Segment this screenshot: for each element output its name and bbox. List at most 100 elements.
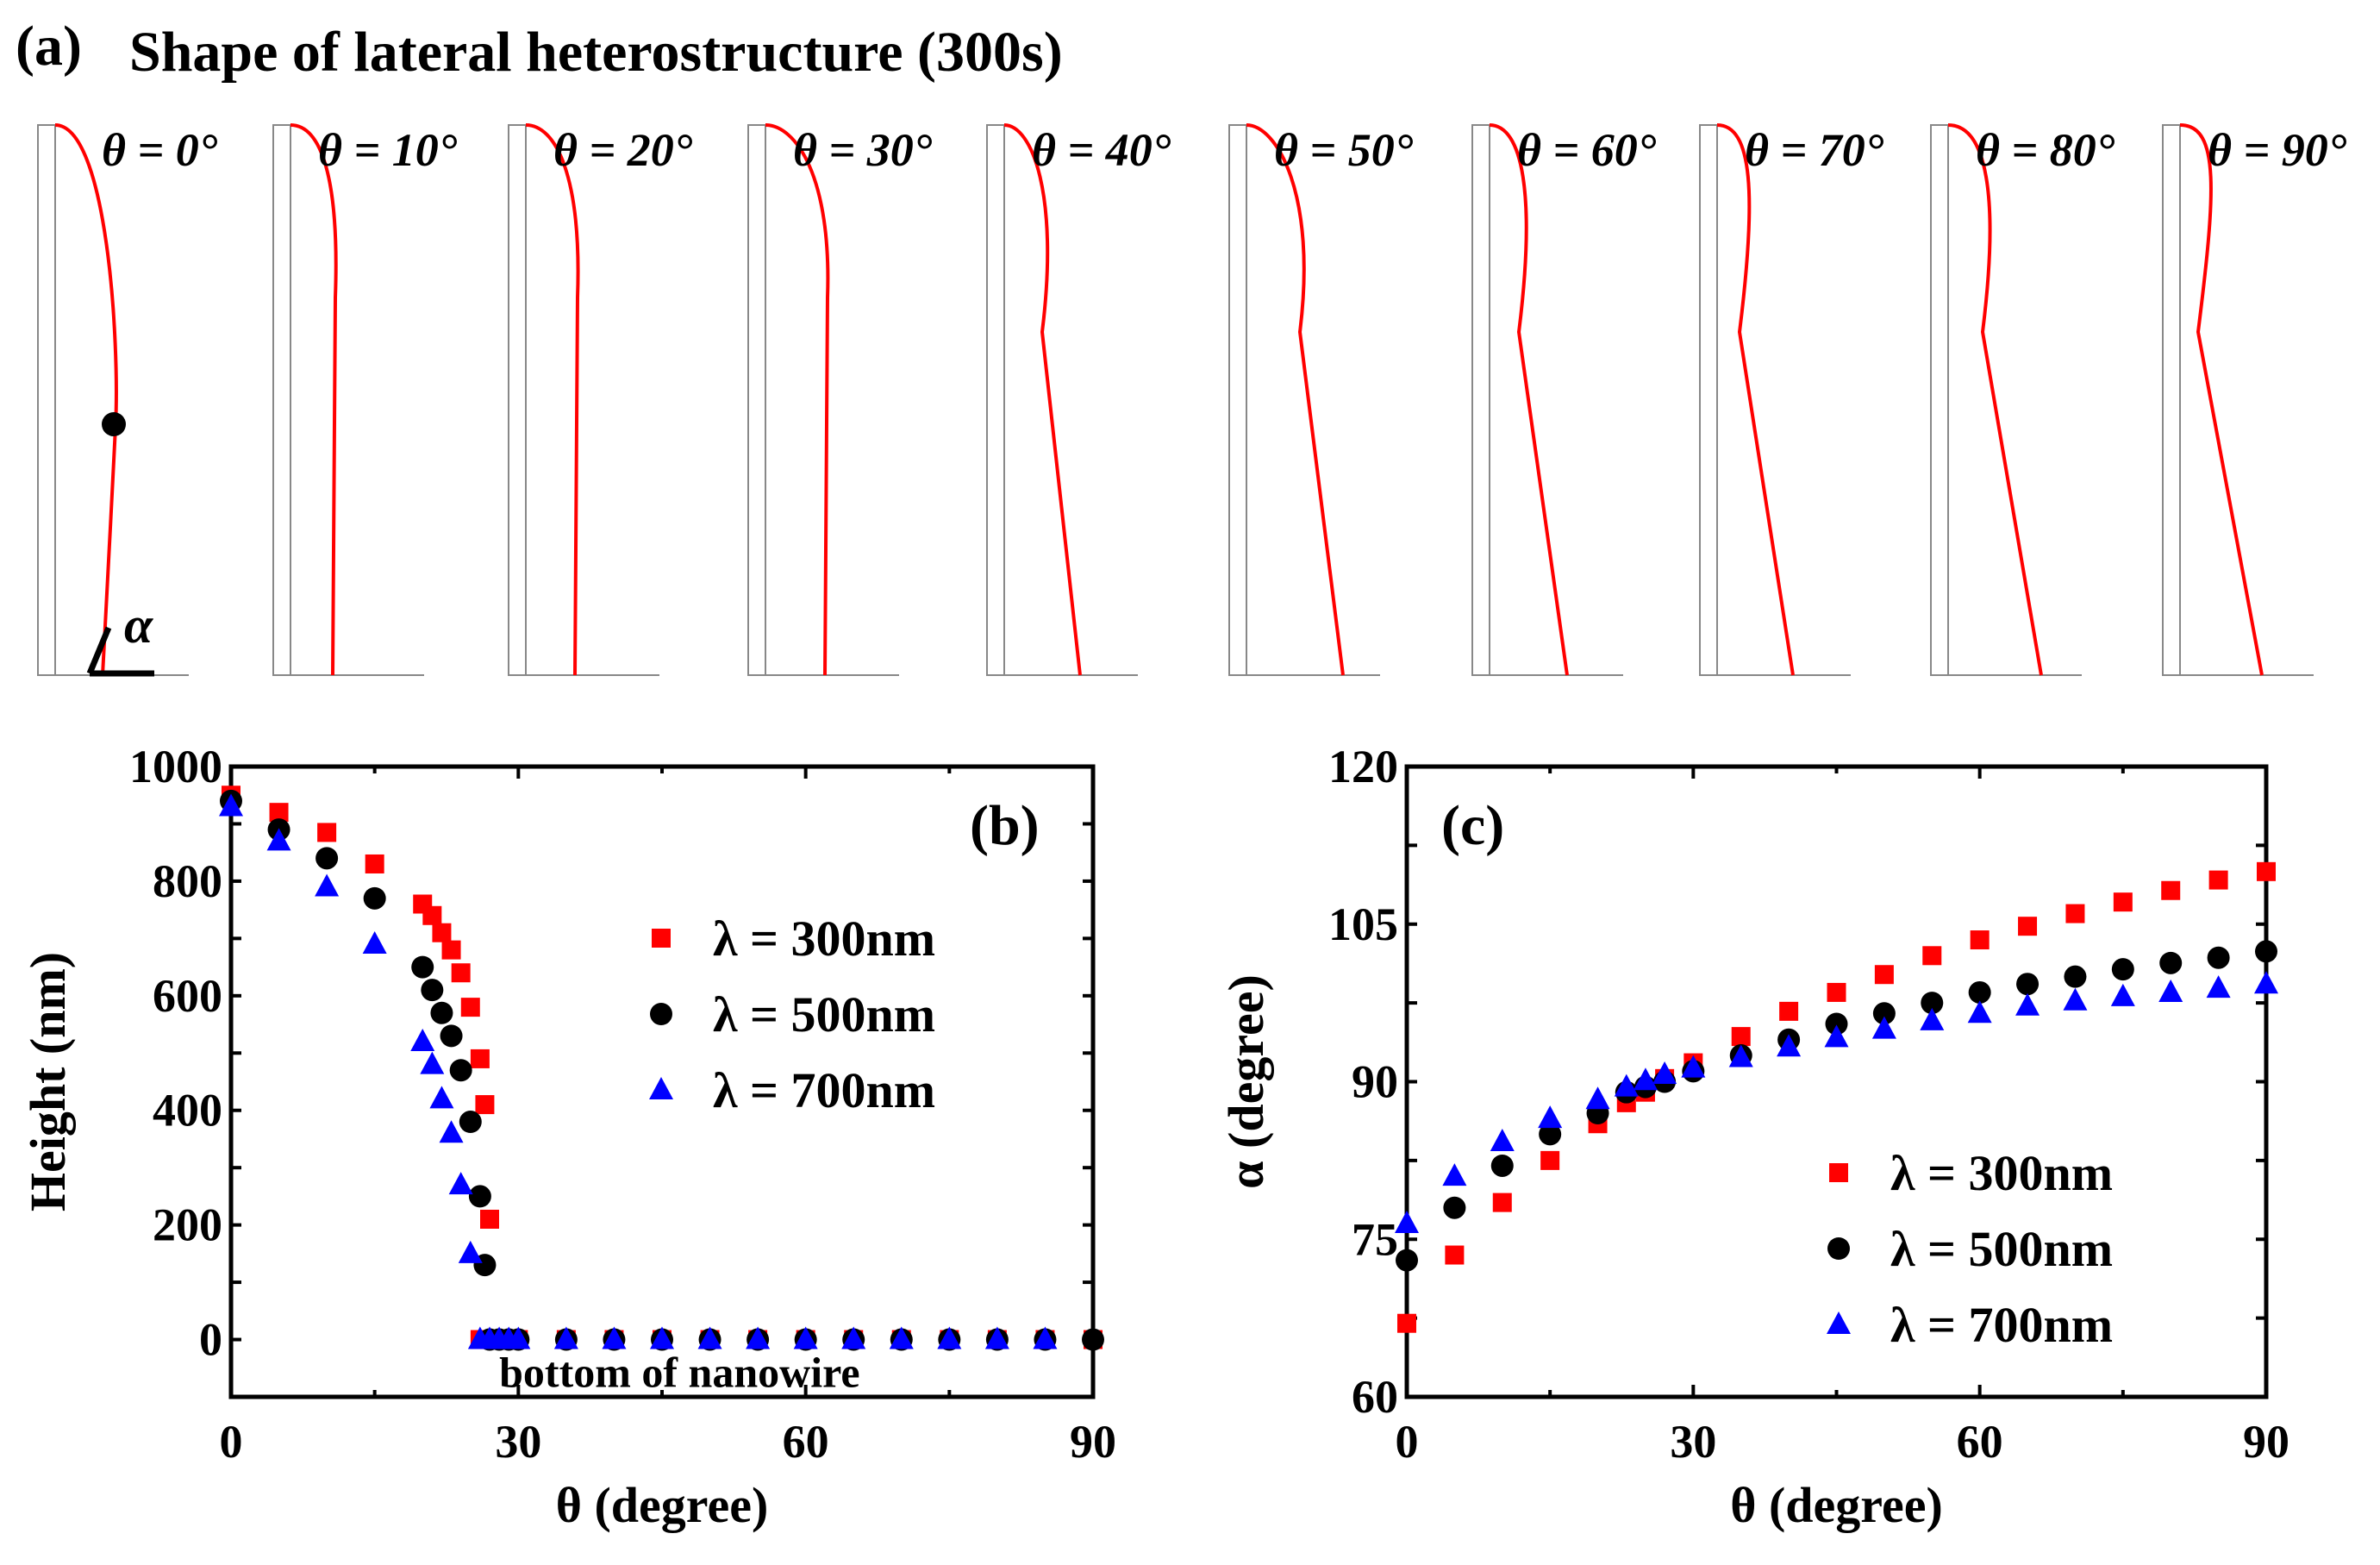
data-point-square [1397, 1313, 1416, 1333]
shape-panel-30: θ = 30° [747, 123, 933, 676]
data-point-circle [459, 1111, 482, 1134]
alpha-angle-icon [86, 626, 154, 677]
data-point-square [1731, 1027, 1751, 1047]
data-point-square [1970, 930, 1990, 950]
data-point-circle [1539, 1123, 1562, 1146]
nanowire-core [1228, 124, 1247, 676]
data-point-triangle [1681, 1055, 1706, 1078]
data-point-triangle [1827, 1311, 1851, 1334]
angle-label: θ = 0° [102, 124, 218, 176]
shape-panel-40: θ = 40° [986, 123, 1171, 676]
data-point-triangle [1652, 1061, 1677, 1084]
data-point-triangle [1033, 1326, 1058, 1349]
shape-panel-80: θ = 80° [1930, 123, 2115, 676]
y-tick-label: 120 [1328, 741, 1398, 792]
data-point-square [1922, 946, 1942, 966]
angle-label: θ = 10° [318, 124, 458, 176]
data-point-triangle [1395, 1210, 1419, 1233]
data-point-triangle [1585, 1086, 1610, 1110]
legend-label: λ = 300nm [1890, 1145, 2113, 1201]
data-point-triangle [448, 1172, 473, 1195]
data-point-square [441, 940, 461, 960]
shape-panel-20: θ = 20° [508, 123, 693, 676]
data-point-triangle [1633, 1067, 1658, 1091]
data-point-square [422, 905, 442, 925]
x-tick-label: 60 [783, 1416, 829, 1468]
y-axis-label: Height (nm) [20, 952, 76, 1211]
data-point-circle [2255, 940, 2277, 963]
data-point-square [1827, 982, 1846, 1002]
data-point-square [2257, 861, 2276, 881]
data-point-square [2113, 892, 2133, 912]
angle-label: θ = 40° [1032, 124, 1171, 176]
shape-panel-0: θ = 0° α [37, 123, 218, 677]
data-point-square [652, 929, 671, 948]
series-700nm [219, 793, 1058, 1349]
data-point-circle [1872, 1002, 1896, 1025]
x-tick-label: 30 [495, 1416, 541, 1468]
data-point-triangle [219, 793, 243, 817]
data-point-triangle [697, 1326, 722, 1349]
angle-label: θ = 30° [793, 124, 933, 176]
data-point-circle [650, 1003, 672, 1025]
shape-panels: θ = 0° α θ = 10° θ = 20° θ = 30° θ = 40° θ = 5… [37, 123, 2347, 677]
y-tick-label: 400 [153, 1085, 222, 1136]
data-point-triangle [458, 1240, 483, 1263]
data-point-circle [315, 847, 339, 870]
shell-profile-curve [1716, 123, 1795, 676]
shell-profile-curve [1246, 123, 1345, 676]
chart-alpha: 0 30 60 90 60 75 90 105 120 θ (degree) α (degree) (… [1218, 741, 2289, 1533]
panel-a-label: (a) [16, 15, 82, 78]
data-point-circle [449, 1059, 472, 1082]
y-tick-label: 90 [1352, 1056, 1398, 1108]
shape-panel-90: θ = 90° [2162, 123, 2347, 676]
data-point-circle [440, 1024, 463, 1048]
y-tick-label: 200 [153, 1199, 222, 1251]
shell-profile-curve [765, 123, 830, 676]
data-point-circle [411, 955, 434, 979]
nanowire-core [37, 124, 56, 676]
data-point-triangle [1614, 1074, 1639, 1097]
data-point-triangle [1538, 1105, 1563, 1129]
data-point-circle [2207, 946, 2230, 969]
nanowire-core [508, 124, 527, 676]
plot-frame [1404, 764, 2269, 1399]
y-tick-label: 75 [1352, 1213, 1398, 1265]
data-point-square [432, 923, 452, 942]
series-700nm [1395, 971, 2278, 1233]
series-300nm [222, 786, 1103, 1349]
data-point-square [2065, 904, 2085, 923]
data-point-triangle [1728, 1044, 1753, 1067]
shell-profile-curve [525, 123, 580, 676]
legend-label: λ = 700nm [713, 1062, 935, 1118]
data-point-circle [1827, 1237, 1850, 1260]
data-point-square [1779, 1001, 1799, 1021]
legend-label: λ = 300nm [713, 911, 935, 967]
data-point-triangle [1967, 1000, 1992, 1024]
data-point-triangle [602, 1326, 627, 1349]
x-axis-label: θ (degree) [556, 1477, 769, 1533]
data-point-triangle [746, 1326, 771, 1349]
data-point-triangle [937, 1326, 962, 1349]
angle-label: θ = 50° [1274, 124, 1414, 176]
y-tick-label: 105 [1328, 898, 1398, 950]
data-point-circle [1490, 1154, 1514, 1177]
data-point-triangle [429, 1086, 454, 1109]
data-point-circle [2064, 965, 2087, 988]
data-point-square [1874, 965, 1894, 985]
data-point-circle [1396, 1249, 1418, 1272]
angle-label: θ = 20° [553, 124, 693, 176]
x-axis-label: θ (degree) [1730, 1477, 1943, 1533]
angle-label: θ = 60° [1517, 124, 1657, 176]
shape-panel-70: θ = 70° [1699, 123, 1884, 676]
nanowire-core [1699, 124, 1718, 676]
data-point-triangle [420, 1051, 445, 1074]
x-tick-label: 90 [2243, 1416, 2289, 1468]
data-point-triangle [889, 1326, 914, 1349]
data-point-square [2208, 870, 2228, 890]
data-point-circle [1921, 992, 1944, 1015]
data-point-triangle [362, 931, 387, 955]
data-point-circle [430, 1001, 453, 1024]
data-point-triangle [2063, 987, 2088, 1011]
